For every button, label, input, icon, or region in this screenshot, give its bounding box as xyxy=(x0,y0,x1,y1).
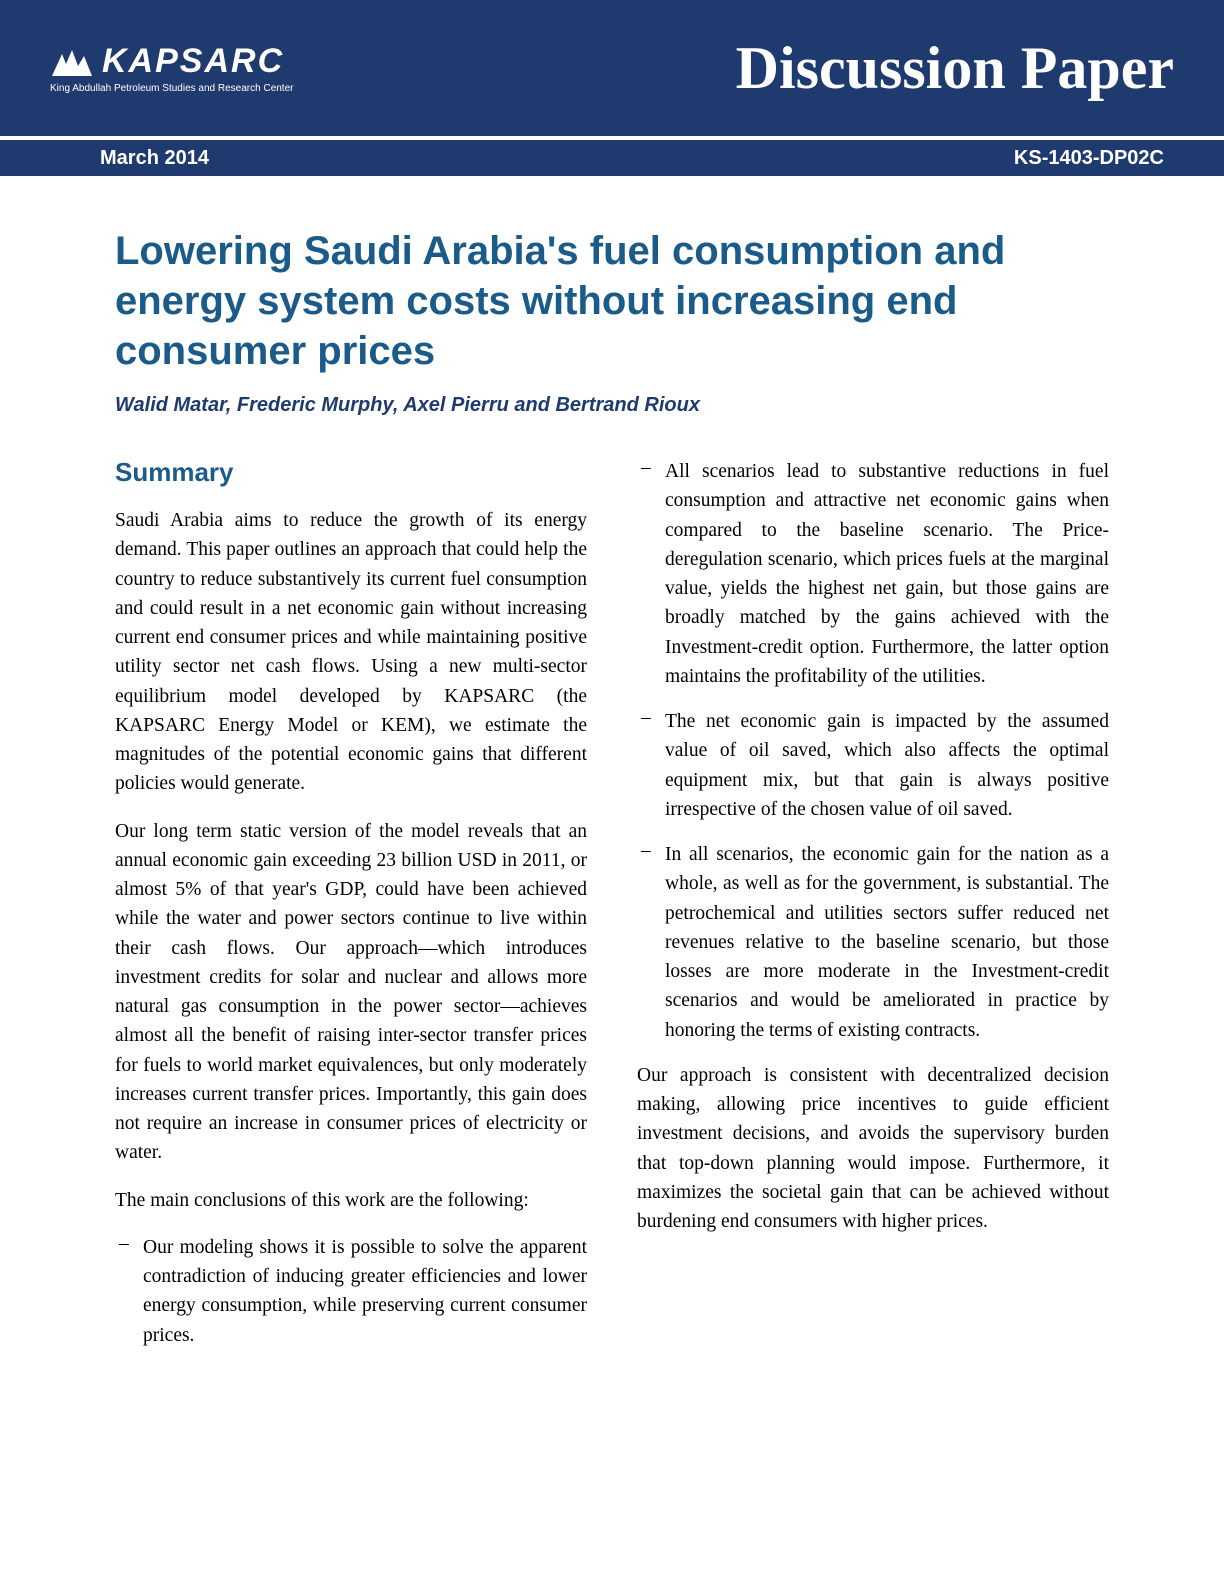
summary-heading: Summary xyxy=(115,457,587,488)
bullet-text-right-3: In all scenarios, the economic gain for … xyxy=(665,840,1109,1045)
logo-name: KAPSARC xyxy=(50,42,350,81)
summary-para-2: Our long term static version of the mode… xyxy=(115,817,587,1168)
header-info-bar: March 2014 KS-1403-DP02C xyxy=(0,140,1224,176)
kapsarc-logo-icon xyxy=(50,46,94,80)
right-column: – All scenarios lead to substantive redu… xyxy=(637,457,1109,1366)
bullet-dash-icon: – xyxy=(115,1233,143,1350)
bullet-item: – Our modeling shows it is possible to s… xyxy=(115,1233,587,1350)
bullet-item: – The net economic gain is impacted by t… xyxy=(637,707,1109,824)
bullet-dash-icon: – xyxy=(637,707,665,824)
paper-title: Lowering Saudi Arabia's fuel consumption… xyxy=(115,226,1109,376)
summary-para-1: Saudi Arabia aims to reduce the growth o… xyxy=(115,506,587,799)
publication-date: March 2014 xyxy=(100,147,209,170)
logo-text: KAPSARC xyxy=(102,42,284,80)
main-content: Lowering Saudi Arabia's fuel consumption… xyxy=(0,176,1224,1366)
bullet-text-right-2: The net economic gain is impacted by the… xyxy=(665,707,1109,824)
closing-para: Our approach is consistent with decentra… xyxy=(637,1061,1109,1237)
two-column-layout: Summary Saudi Arabia aims to reduce the … xyxy=(115,457,1109,1366)
bullet-item: – All scenarios lead to substantive redu… xyxy=(637,457,1109,691)
bullet-dash-icon: – xyxy=(637,457,665,691)
bullet-text-right-1: All scenarios lead to substantive reduct… xyxy=(665,457,1109,691)
bullet-dash-icon: – xyxy=(637,840,665,1045)
logo-block: KAPSARC King Abdullah Petroleum Studies … xyxy=(50,42,350,94)
left-column: Summary Saudi Arabia aims to reduce the … xyxy=(115,457,587,1366)
bullet-text-left-1: Our modeling shows it is possible to sol… xyxy=(143,1233,587,1350)
authors-line: Walid Matar, Frederic Murphy, Axel Pierr… xyxy=(115,394,1109,417)
logo-subtitle: King Abdullah Petroleum Studies and Rese… xyxy=(50,83,350,94)
conclusions-intro: The main conclusions of this work are th… xyxy=(115,1186,587,1215)
document-type: Discussion Paper xyxy=(350,34,1174,103)
document-id: KS-1403-DP02C xyxy=(1014,147,1164,170)
header-banner: KAPSARC King Abdullah Petroleum Studies … xyxy=(0,0,1224,140)
bullet-item: – In all scenarios, the economic gain fo… xyxy=(637,840,1109,1045)
